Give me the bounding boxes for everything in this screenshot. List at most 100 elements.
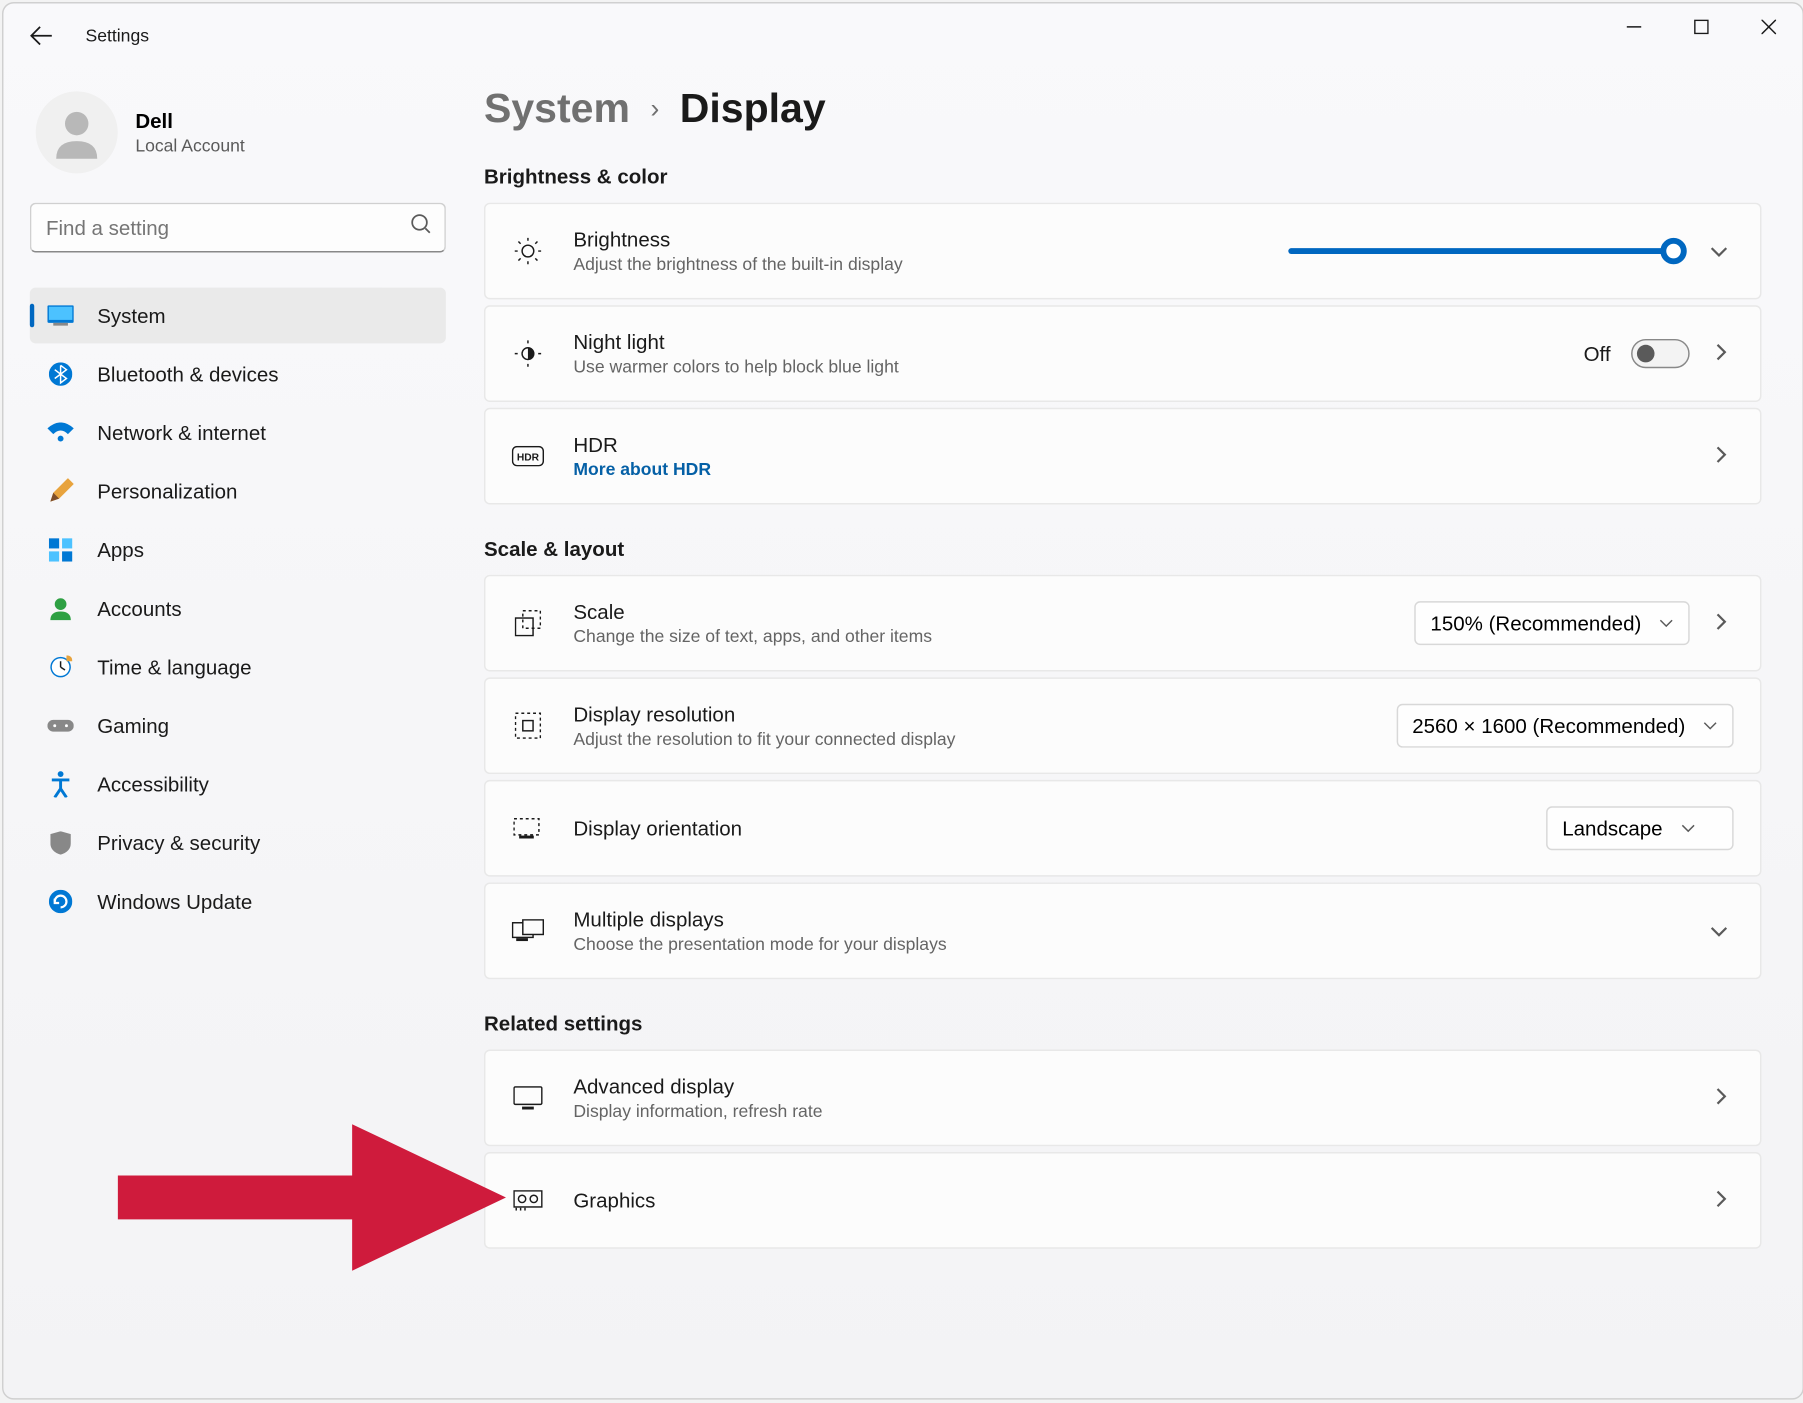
card-title: HDR (573, 433, 1681, 456)
chevron-right-icon[interactable] (1710, 1183, 1733, 1218)
apps-icon (47, 537, 73, 563)
sidebar-item-accounts[interactable]: Accounts (30, 581, 446, 637)
chevron-right-icon[interactable] (1710, 336, 1733, 371)
sidebar-item-label: Bluetooth & devices (97, 362, 278, 385)
orientation-icon (512, 818, 544, 839)
monitor-icon (512, 1086, 544, 1109)
shield-icon (47, 830, 73, 856)
brightness-slider[interactable] (1288, 248, 1684, 254)
back-button[interactable] (15, 9, 68, 62)
chevron-right-icon[interactable] (1710, 439, 1733, 474)
sidebar-item-time[interactable]: Time & language (30, 639, 446, 695)
card-title: Display orientation (573, 817, 1516, 840)
hdr-link[interactable]: More about HDR (573, 459, 1681, 480)
minimize-button[interactable] (1600, 3, 1667, 50)
card-title: Brightness (573, 228, 1259, 251)
close-button[interactable] (1735, 3, 1802, 50)
chevron-right-icon[interactable] (1710, 1080, 1733, 1115)
card-title: Multiple displays (573, 907, 1675, 930)
section-title-brightness: Brightness & color (484, 165, 1761, 188)
sidebar-item-gaming[interactable]: Gaming (30, 698, 446, 754)
sidebar-item-privacy[interactable]: Privacy & security (30, 815, 446, 871)
breadcrumb-current: Display (680, 86, 826, 133)
gamepad-icon (47, 713, 73, 739)
back-arrow-icon (30, 24, 53, 47)
sidebar-item-label: Gaming (97, 714, 169, 737)
dropdown-value: Landscape (1562, 817, 1662, 840)
hdr-card[interactable]: HDR HDR More about HDR (484, 408, 1761, 505)
brightness-card[interactable]: Brightness Adjust the brightness of the … (484, 203, 1761, 300)
section-title-scale: Scale & layout (484, 537, 1761, 560)
night-light-card[interactable]: Night light Use warmer colors to help bl… (484, 305, 1761, 402)
sidebar-item-apps[interactable]: Apps (30, 522, 446, 578)
search-box (30, 203, 446, 253)
night-light-icon (512, 339, 544, 368)
user-block[interactable]: Dell Local Account (30, 74, 446, 203)
breadcrumb-parent[interactable]: System (484, 86, 630, 133)
account-icon (47, 595, 73, 621)
card-sub: Adjust the resolution to fit your connec… (573, 729, 1366, 750)
wifi-icon (47, 420, 73, 446)
main-content: System › Display Brightness & color Brig… (458, 68, 1803, 1398)
card-sub: Adjust the brightness of the built-in di… (573, 254, 1259, 275)
resolution-card[interactable]: Display resolution Adjust the resolution… (484, 677, 1761, 774)
slider-thumb[interactable] (1660, 238, 1686, 264)
chevron-down-icon (1680, 824, 1695, 833)
update-icon (47, 888, 73, 914)
card-title: Graphics (573, 1189, 1681, 1212)
orientation-dropdown[interactable]: Landscape (1546, 806, 1734, 850)
chevron-down-icon[interactable] (1704, 913, 1733, 948)
sidebar-item-label: Accounts (97, 597, 181, 620)
card-sub: Display information, refresh rate (573, 1101, 1681, 1122)
scale-dropdown[interactable]: 150% (Recommended) (1414, 601, 1689, 645)
user-name: Dell (135, 109, 244, 132)
system-icon (47, 302, 73, 328)
card-title: Scale (573, 600, 1385, 623)
close-icon (1761, 20, 1776, 35)
sidebar-item-accessibility[interactable]: Accessibility (30, 756, 446, 812)
advanced-display-card[interactable]: Advanced display Display information, re… (484, 1049, 1761, 1146)
card-title: Advanced display (573, 1074, 1681, 1097)
sidebar-item-bluetooth[interactable]: Bluetooth & devices (30, 346, 446, 402)
card-sub: Use warmer colors to help block blue lig… (573, 357, 1554, 378)
maximize-button[interactable] (1668, 3, 1735, 50)
sidebar-item-network[interactable]: Network & internet (30, 405, 446, 461)
card-title: Night light (573, 330, 1554, 353)
sidebar-item-label: Time & language (97, 655, 251, 678)
search-icon (411, 214, 432, 242)
graphics-card[interactable]: Graphics (484, 1152, 1761, 1249)
sidebar-item-system[interactable]: System (30, 288, 446, 344)
chevron-right-icon: › (650, 94, 659, 125)
sidebar-item-label: System (97, 304, 165, 327)
hdr-icon: HDR (512, 446, 544, 467)
avatar-icon (47, 103, 106, 162)
card-title: Display resolution (573, 702, 1366, 725)
clock-icon (47, 654, 73, 680)
dropdown-value: 150% (Recommended) (1430, 611, 1641, 634)
settings-window: Settings Dell Local Account (2, 2, 1803, 1400)
bluetooth-icon (47, 361, 73, 387)
chevron-right-icon[interactable] (1710, 606, 1733, 641)
sidebar: Dell Local Account System Bluetooth & de… (3, 68, 457, 1398)
orientation-card[interactable]: Display orientation Landscape (484, 780, 1761, 877)
chevron-down-icon[interactable] (1704, 233, 1733, 268)
search-input[interactable] (30, 203, 446, 253)
sidebar-item-label: Accessibility (97, 773, 209, 796)
window-controls (1600, 3, 1802, 50)
graphics-icon (512, 1190, 544, 1211)
sidebar-item-label: Privacy & security (97, 831, 260, 854)
multiple-displays-card[interactable]: Multiple displays Choose the presentatio… (484, 882, 1761, 979)
section-title-related: Related settings (484, 1011, 1761, 1034)
accessibility-icon (47, 771, 73, 797)
window-title: Settings (86, 25, 150, 46)
resolution-dropdown[interactable]: 2560 × 1600 (Recommended) (1396, 704, 1734, 748)
toggle-label: Off (1584, 342, 1611, 365)
scale-card[interactable]: Scale Change the size of text, apps, and… (484, 575, 1761, 672)
sidebar-item-label: Windows Update (97, 890, 252, 913)
night-light-toggle[interactable] (1631, 339, 1690, 368)
minimize-icon (1627, 20, 1642, 35)
sidebar-item-personalization[interactable]: Personalization (30, 463, 446, 519)
brush-icon (47, 478, 73, 504)
avatar (36, 91, 118, 173)
sidebar-item-update[interactable]: Windows Update (30, 874, 446, 930)
